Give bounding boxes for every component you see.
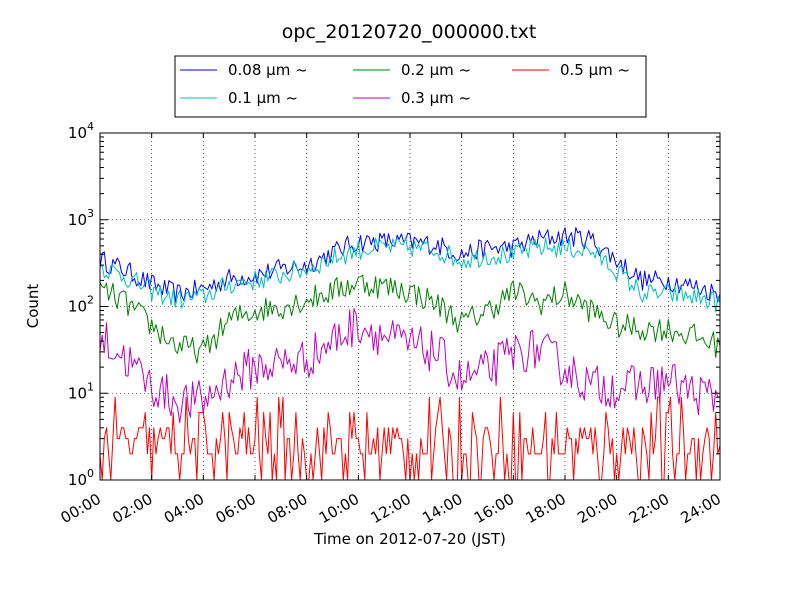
legend-label: 0.1 μm ~ <box>228 89 298 107</box>
y-tick-label: 102 <box>68 294 94 316</box>
x-tick-label: 12:00 <box>368 490 414 527</box>
y-tick-label: 101 <box>68 380 94 402</box>
series-line <box>99 227 721 303</box>
x-tick-label: 20:00 <box>574 490 620 527</box>
legend-box <box>174 55 647 118</box>
ticks: 00:00 02:00 04:00 06:00 08:00 10:00 12:00 14:00… <box>58 120 724 527</box>
legend-label: 0.3 μm ~ <box>401 89 471 107</box>
legend-label: 0.08 μm ~ <box>228 61 308 79</box>
chart-title: opc_20120720_000000.txt <box>282 21 537 43</box>
y-tick-label: 104 <box>68 120 94 142</box>
x-tick-label: 18:00 <box>523 490 569 527</box>
legend: 0.08 μm ~ 0.1 μm ~ 0.2 μm ~ 0.3 μm ~ 0.5 μm … <box>174 55 647 118</box>
y-tick-label: 100 <box>68 467 94 489</box>
series-line <box>99 237 721 313</box>
x-tick-label: 00:00 <box>58 490 104 527</box>
x-tick-label: 24:00 <box>678 490 724 527</box>
x-tick-label: 16:00 <box>471 490 517 527</box>
x-tick-label: 04:00 <box>161 490 207 527</box>
series-line <box>99 274 721 364</box>
x-tick-label: 10:00 <box>316 490 362 527</box>
x-tick-label: 06:00 <box>213 490 259 527</box>
y-tick-label: 103 <box>68 207 94 229</box>
legend-label: 0.5 μm ~ <box>560 61 630 79</box>
x-tick-label: 22:00 <box>626 490 672 527</box>
grid <box>100 133 720 480</box>
x-tick-label: 14:00 <box>419 490 465 527</box>
legend-label: 0.2 μm ~ <box>401 61 471 79</box>
y-axis-label: Count <box>24 284 42 329</box>
x-tick-label: 08:00 <box>264 490 310 527</box>
x-axis-label: Time on 2012-07-20 (JST) <box>313 530 506 548</box>
x-tick-label: 02:00 <box>109 490 155 527</box>
